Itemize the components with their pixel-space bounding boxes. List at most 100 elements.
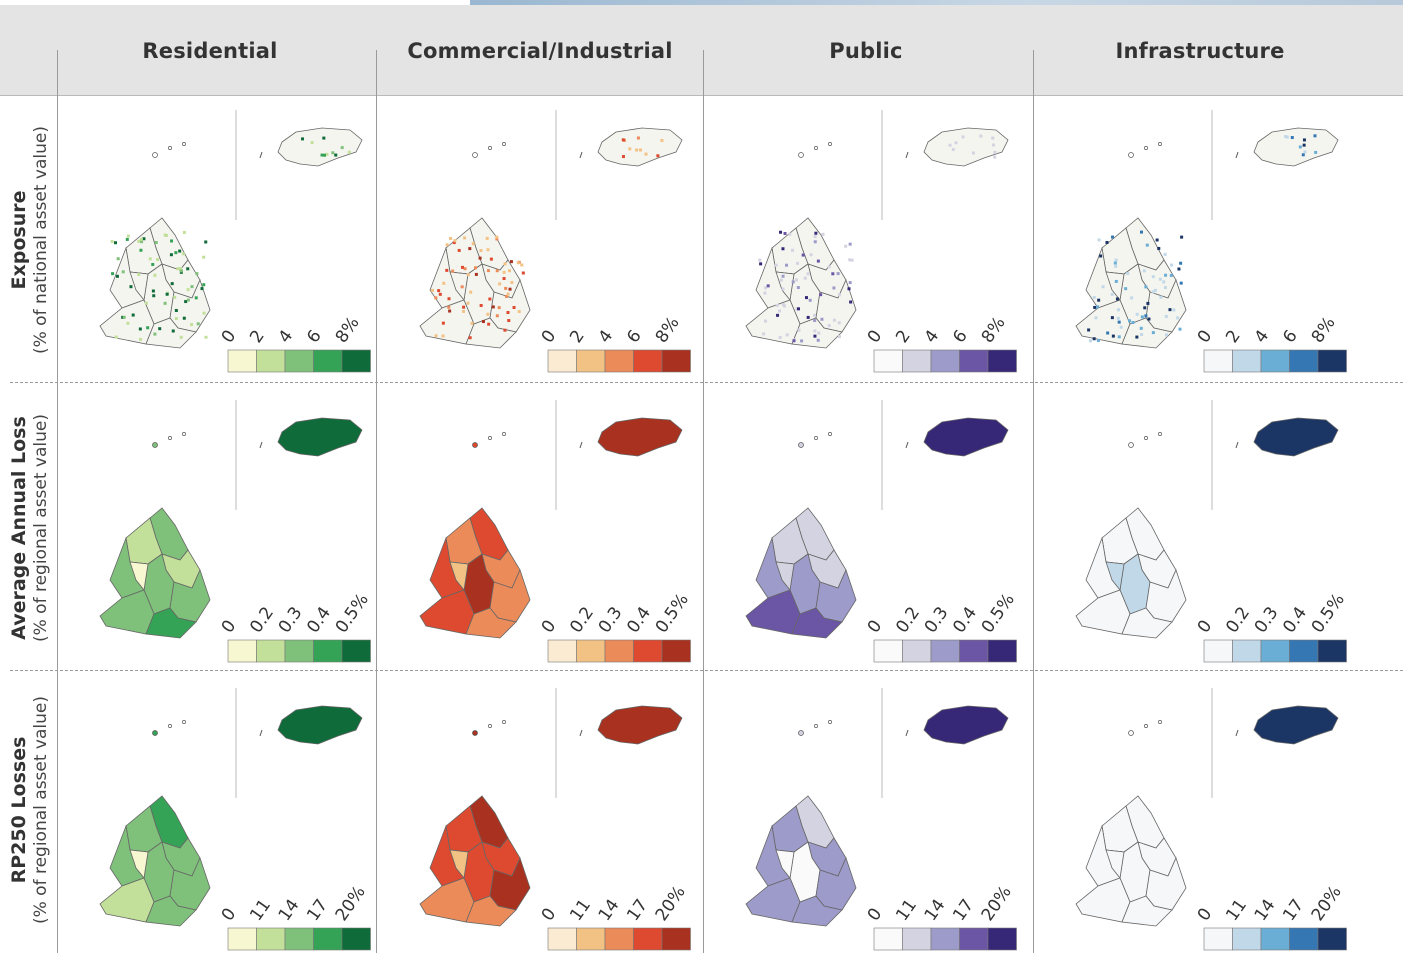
exposure-cell	[334, 153, 338, 157]
exposure-cell	[176, 267, 180, 271]
exposure-cell	[491, 305, 495, 309]
islet	[168, 724, 172, 728]
rodrigues-inset	[597, 127, 683, 167]
exposure-cell	[495, 237, 499, 241]
column-title-public: Public	[829, 39, 903, 63]
legend-tick-label: 0.2	[1222, 603, 1254, 637]
row-label-rp250-losses: RP250 Losses (% of regional asset value)	[8, 665, 52, 955]
legend-tick-label: 0.4	[949, 603, 981, 637]
legend-swatch	[661, 639, 691, 663]
exposure-cell	[804, 296, 808, 300]
legend-swatch	[1203, 927, 1233, 951]
exposure-cell	[502, 270, 506, 274]
rodrigues-inset	[1253, 417, 1339, 457]
row-subtitle: (% of regional asset value)	[31, 696, 51, 925]
map-panel-residential-exposure: 0 2 4 6 8%	[99, 110, 371, 373]
legend-tick-label: 8%	[332, 313, 364, 347]
exposure-cell	[837, 335, 841, 339]
exposure-cell	[122, 315, 126, 319]
islet	[814, 436, 818, 440]
exposure-cell	[1094, 316, 1098, 320]
exposure-cell	[186, 267, 190, 271]
legend-tick-label: 0	[864, 617, 887, 637]
mainland-map	[745, 795, 857, 927]
exposure-cell	[954, 141, 958, 145]
islet	[502, 142, 506, 146]
islet	[814, 146, 818, 150]
legend: 0 0.20.30.40.5%	[218, 590, 373, 663]
exposure-cell	[781, 274, 785, 278]
exposure-cell	[445, 243, 449, 247]
map-panel-public-rp250-losses: 0 11 14 17 20%	[745, 688, 1017, 951]
mainland-map	[419, 507, 531, 639]
legend-tick-label: 8%	[652, 313, 684, 347]
exposure-cell	[323, 153, 327, 157]
exposure-cell	[797, 328, 801, 332]
exposure-cell	[1172, 308, 1176, 312]
district-region	[1121, 317, 1173, 349]
legend-swatch	[873, 927, 903, 951]
islet	[828, 142, 832, 146]
grid-divider-2	[703, 50, 704, 953]
rodrigues-inset	[277, 127, 363, 167]
district-region	[145, 607, 197, 639]
legend-swatch	[930, 927, 960, 951]
exposure-cell	[1284, 135, 1288, 139]
district-region	[745, 877, 801, 923]
exposure-cell	[479, 249, 483, 253]
exposure-cell	[781, 287, 785, 291]
mainland-map	[99, 507, 211, 639]
exposure-cell	[441, 321, 445, 325]
legend-swatch	[604, 927, 634, 951]
district-region	[791, 607, 843, 639]
islet	[168, 146, 172, 150]
legend-tick-label: 0	[538, 617, 561, 637]
exposure-cell	[1177, 267, 1181, 271]
exposure-cell	[139, 248, 143, 252]
exposure-cell	[848, 258, 852, 262]
exposure-cell	[204, 240, 208, 244]
legend: 0 0.20.30.40.5%	[864, 590, 1019, 663]
legend-tick-label: 11	[892, 896, 921, 925]
legend-swatch	[313, 927, 343, 951]
exposure-cell	[507, 269, 511, 273]
district-region	[1075, 877, 1131, 923]
district-region	[791, 317, 843, 349]
exposure-cell	[489, 257, 493, 261]
exposure-cell	[137, 273, 141, 277]
exposure-cell	[310, 141, 314, 145]
islet	[488, 436, 492, 440]
exposure-cell	[451, 269, 455, 273]
exposure-cell	[442, 281, 446, 285]
exposure-cell	[170, 282, 174, 286]
column-title-residential: Residential	[142, 39, 278, 63]
legend-tick-label: 20%	[1308, 882, 1346, 924]
islet	[1158, 720, 1162, 724]
exposure-cell	[125, 237, 129, 241]
exposure-cell	[437, 289, 441, 293]
legend-tick-label: 0.3	[921, 603, 953, 637]
exposure-cell	[126, 321, 130, 325]
exposure-cell	[791, 280, 795, 284]
exposure-cell	[1301, 153, 1305, 157]
legend-swatch	[1232, 927, 1262, 951]
exposure-cell	[1114, 264, 1118, 268]
exposure-cell	[144, 301, 148, 305]
exposure-cell	[116, 257, 120, 261]
exposure-cell	[1097, 298, 1101, 302]
legend-tick-label: 0.2	[246, 603, 278, 637]
exposure-cell	[644, 152, 648, 156]
exposure-cell	[158, 327, 162, 331]
exposure-cell	[785, 263, 789, 267]
islet	[472, 442, 478, 448]
legend-tick-label: 0	[1194, 617, 1217, 637]
exposure-cell	[1135, 312, 1139, 316]
exposure-cell	[803, 276, 807, 280]
exposure-cell	[453, 239, 457, 243]
exposure-cell	[325, 152, 329, 156]
legend-swatch	[547, 349, 577, 373]
exposure-cell	[1169, 273, 1173, 277]
legend-tick-label: 0.2	[566, 603, 598, 637]
legend-swatch	[341, 927, 371, 951]
exposure-cell	[462, 305, 466, 309]
